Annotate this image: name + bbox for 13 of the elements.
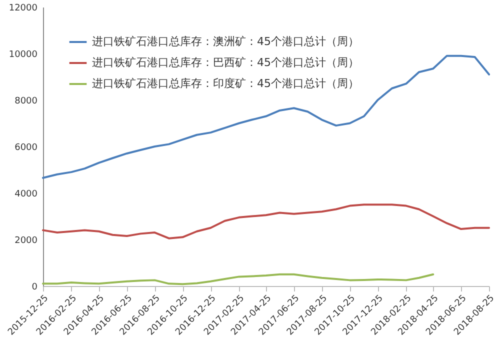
legend-label: 进口铁矿石港口总库存：印度矿：45个港口总计（周） — [92, 77, 359, 90]
y-tick-label: 6000 — [14, 143, 38, 153]
y-tick-label: 8000 — [14, 96, 38, 106]
line-series — [42, 273, 434, 286]
legend-label: 进口铁矿石港口总库存：澳洲矿：45个港口总计（周） — [92, 35, 359, 48]
line-series — [42, 204, 490, 240]
line-series — [42, 54, 490, 179]
y-tick-label: 12000 — [8, 4, 38, 14]
y-tick-label: 0 — [32, 282, 38, 292]
y-tick-label: 10000 — [8, 50, 38, 60]
y-tick-label: 4000 — [14, 190, 38, 200]
y-tick-label: 2000 — [14, 236, 38, 246]
legend-label: 进口铁矿石港口总库存：巴西矿：45个港口总计（周） — [92, 56, 359, 69]
